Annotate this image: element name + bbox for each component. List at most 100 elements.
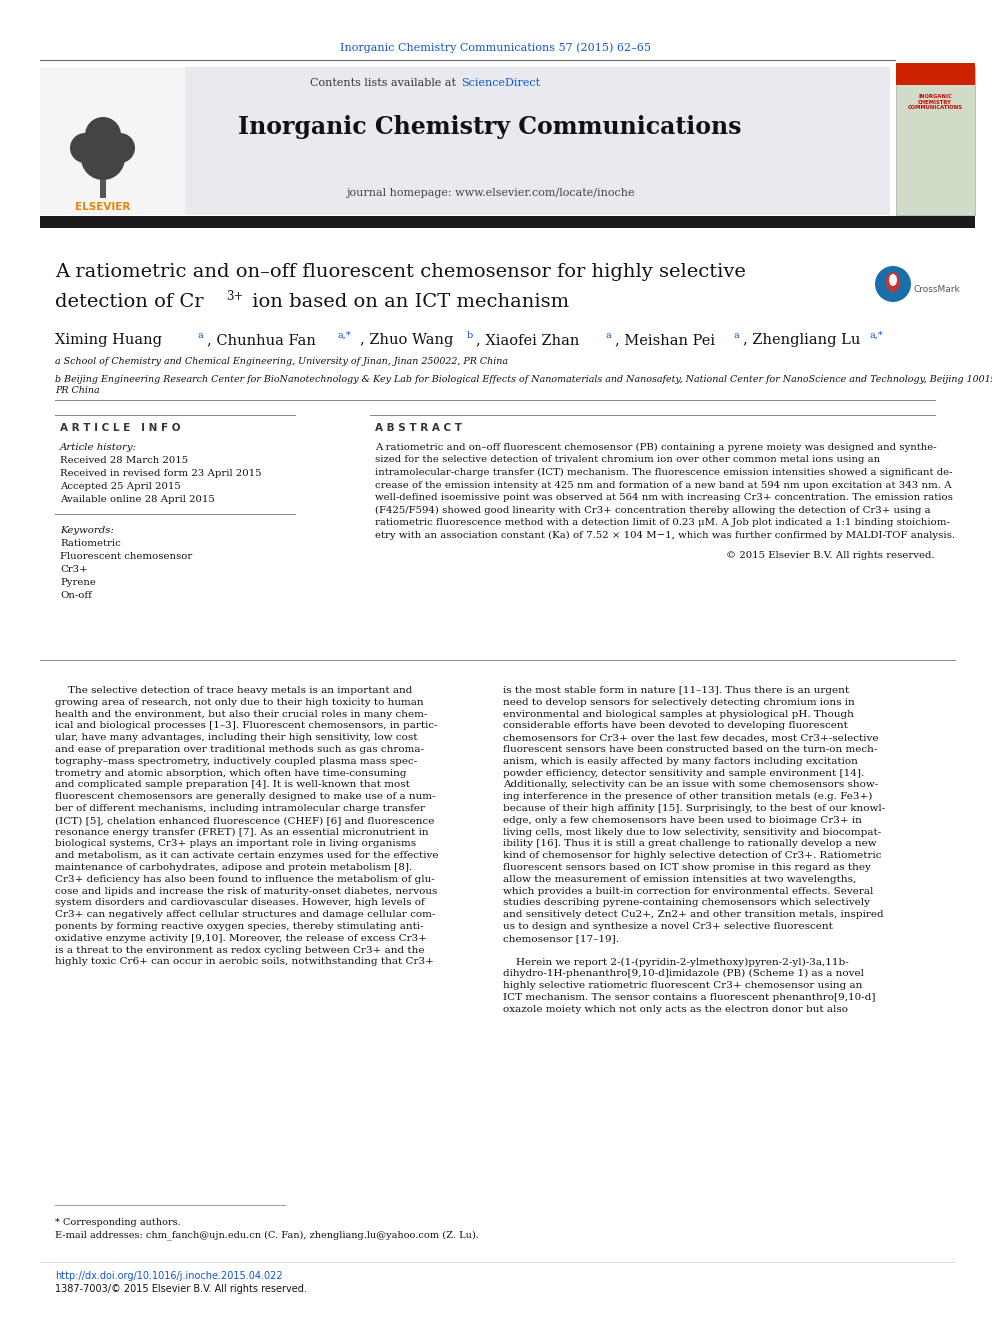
Text: detection of Cr: detection of Cr — [55, 292, 203, 311]
Text: tography–mass spectrometry, inductively coupled plasma mass spec-: tography–mass spectrometry, inductively … — [55, 757, 418, 766]
Text: b Beijing Engineering Research Center for BioNanotechnology & Key Lab for Biolog: b Beijing Engineering Research Center fo… — [55, 374, 992, 384]
Text: A ratiometric and on–off fluorescent chemosensor for highly selective: A ratiometric and on–off fluorescent che… — [55, 263, 746, 280]
Text: ICT mechanism. The sensor contains a fluorescent phenanthro[9,10-d]: ICT mechanism. The sensor contains a flu… — [503, 992, 876, 1002]
Text: © 2015 Elsevier B.V. All rights reserved.: © 2015 Elsevier B.V. All rights reserved… — [726, 550, 935, 560]
Text: Article history:: Article history: — [60, 443, 137, 452]
Circle shape — [81, 136, 125, 180]
Text: Fluorescent chemosensor: Fluorescent chemosensor — [60, 552, 192, 561]
Text: resonance energy transfer (FRET) [7]. As an essential micronutrient in: resonance energy transfer (FRET) [7]. As… — [55, 828, 429, 836]
Text: anism, which is easily affected by many factors including excitation: anism, which is easily affected by many … — [503, 757, 858, 766]
Text: ibility [16]. Thus it is still a great challenge to rationally develop a new: ibility [16]. Thus it is still a great c… — [503, 839, 877, 848]
Text: is a threat to the environment as redox cycling between Cr3+ and the: is a threat to the environment as redox … — [55, 946, 425, 955]
Text: Inorganic Chemistry Communications: Inorganic Chemistry Communications — [238, 115, 742, 139]
Text: ular, have many advantages, including their high sensitivity, low cost: ular, have many advantages, including th… — [55, 733, 418, 742]
Text: highly selective ratiometric fluorescent Cr3+ chemosensor using an: highly selective ratiometric fluorescent… — [503, 980, 862, 990]
Text: Keywords:: Keywords: — [60, 527, 114, 534]
Text: Inorganic Chemistry Communications 57 (2015) 62–65: Inorganic Chemistry Communications 57 (2… — [340, 42, 652, 53]
Text: The selective detection of trace heavy metals is an important and: The selective detection of trace heavy m… — [55, 687, 413, 695]
Text: 1387-7003/© 2015 Elsevier B.V. All rights reserved.: 1387-7003/© 2015 Elsevier B.V. All right… — [55, 1285, 307, 1294]
Text: , Meishan Pei: , Meishan Pei — [615, 333, 715, 347]
Text: and sensitively detect Cu2+, Zn2+ and other transition metals, inspired: and sensitively detect Cu2+, Zn2+ and ot… — [503, 910, 884, 919]
Text: Cr3+: Cr3+ — [60, 565, 87, 574]
Ellipse shape — [889, 274, 897, 286]
Text: allow the measurement of emission intensities at two wavelengths,: allow the measurement of emission intens… — [503, 875, 856, 884]
Text: studies describing pyrene-containing chemosensors which selectively: studies describing pyrene-containing che… — [503, 898, 870, 908]
Text: ponents by forming reactive oxygen species, thereby stimulating anti-: ponents by forming reactive oxygen speci… — [55, 922, 424, 931]
Text: ion based on an ICT mechanism: ion based on an ICT mechanism — [246, 292, 569, 311]
Text: Received in revised form 23 April 2015: Received in revised form 23 April 2015 — [60, 468, 262, 478]
Text: and metabolism, as it can activate certain enzymes used for the effective: and metabolism, as it can activate certa… — [55, 851, 438, 860]
Circle shape — [875, 266, 911, 302]
Text: a School of Chemistry and Chemical Engineering, University of Jinan, Jinan 25002: a School of Chemistry and Chemical Engin… — [55, 357, 508, 366]
Text: highly toxic Cr6+ can occur in aerobic soils, notwithstanding that Cr3+: highly toxic Cr6+ can occur in aerobic s… — [55, 958, 434, 966]
Bar — [40, 216, 975, 228]
Text: fluorescent sensors have been constructed based on the turn-on mech-: fluorescent sensors have been constructe… — [503, 745, 877, 754]
Text: Cr3+ can negatively affect cellular structures and damage cellular com-: Cr3+ can negatively affect cellular stru… — [55, 910, 435, 919]
Text: maintenance of carbohydrates, adipose and protein metabolism [8].: maintenance of carbohydrates, adipose an… — [55, 863, 413, 872]
Text: chemosensor [17–19].: chemosensor [17–19]. — [503, 934, 619, 943]
Text: Pyrene: Pyrene — [60, 578, 96, 587]
Text: fluorescent sensors based on ICT show promise in this regard as they: fluorescent sensors based on ICT show pr… — [503, 863, 871, 872]
Text: a,*: a,* — [338, 331, 352, 340]
Circle shape — [85, 116, 121, 153]
Text: because of their high affinity [15]. Surprisingly, to the best of our knowl-: because of their high affinity [15]. Sur… — [503, 804, 885, 814]
Text: oxazole moiety which not only acts as the electron donor but also: oxazole moiety which not only acts as th… — [503, 1004, 848, 1013]
Bar — [896, 67, 975, 216]
Text: etry with an association constant (Ka) of 7.52 × 104 M−1, which was further conf: etry with an association constant (Ka) o… — [375, 531, 955, 540]
Text: biological systems, Cr3+ plays an important role in living organisms: biological systems, Cr3+ plays an import… — [55, 839, 416, 848]
Text: oxidative enzyme activity [9,10]. Moreover, the release of excess Cr3+: oxidative enzyme activity [9,10]. Moreov… — [55, 934, 427, 943]
Text: kind of chemosensor for highly selective detection of Cr3+. Ratiometric: kind of chemosensor for highly selective… — [503, 851, 882, 860]
Text: powder efficiency, detector sensitivity and sample environment [14].: powder efficiency, detector sensitivity … — [503, 769, 864, 778]
Text: (ICT) [5], chelation enhanced fluorescence (CHEF) [6] and fluorescence: (ICT) [5], chelation enhanced fluorescen… — [55, 816, 434, 824]
Text: environmental and biological samples at physiological pH. Though: environmental and biological samples at … — [503, 709, 854, 718]
Text: 3+: 3+ — [226, 290, 243, 303]
Text: growing area of research, not only due to their high toxicity to human: growing area of research, not only due t… — [55, 697, 424, 706]
Text: intramolecular-charge transfer (ICT) mechanism. The fluorescence emission intens: intramolecular-charge transfer (ICT) mec… — [375, 468, 952, 478]
Text: living cells, most likely due to low selectivity, sensitivity and biocompat-: living cells, most likely due to low sel… — [503, 828, 881, 836]
Text: journal homepage: www.elsevier.com/locate/inoche: journal homepage: www.elsevier.com/locat… — [346, 188, 634, 198]
Text: fluorescent chemosensors are generally designed to make use of a num-: fluorescent chemosensors are generally d… — [55, 792, 435, 802]
Text: edge, only a few chemosensors have been used to bioimage Cr3+ in: edge, only a few chemosensors have been … — [503, 816, 862, 824]
Text: and complicated sample preparation [4]. It is well-known that most: and complicated sample preparation [4]. … — [55, 781, 410, 790]
Text: is the most stable form in nature [11–13]. Thus there is an urgent: is the most stable form in nature [11–13… — [503, 687, 849, 695]
Text: Received 28 March 2015: Received 28 March 2015 — [60, 456, 188, 464]
Text: ratiometric fluorescence method with a detection limit of 0.23 μM. A Job plot in: ratiometric fluorescence method with a d… — [375, 519, 950, 527]
Circle shape — [70, 134, 100, 163]
Text: well-defined isoemissive point was observed at 564 nm with increasing Cr3+ conce: well-defined isoemissive point was obser… — [375, 493, 953, 501]
Text: and ease of preparation over traditional methods such as gas chroma-: and ease of preparation over traditional… — [55, 745, 424, 754]
Text: Cr3+ deficiency has also been found to influence the metabolism of glu-: Cr3+ deficiency has also been found to i… — [55, 875, 434, 884]
Text: , Xiaofei Zhan: , Xiaofei Zhan — [476, 333, 579, 347]
Text: ELSEVIER: ELSEVIER — [75, 202, 131, 212]
Text: which provides a built-in correction for environmental effects. Several: which provides a built-in correction for… — [503, 886, 873, 896]
Text: b: b — [467, 331, 473, 340]
Ellipse shape — [886, 273, 900, 292]
Text: need to develop sensors for selectively detecting chromium ions in: need to develop sensors for selectively … — [503, 697, 855, 706]
Text: ical and biological processes [1–3]. Fluorescent chemosensors, in partic-: ical and biological processes [1–3]. Flu… — [55, 721, 437, 730]
Text: a: a — [606, 331, 612, 340]
Text: (F425/F594) showed good linearity with Cr3+ concentration thereby allowing the d: (F425/F594) showed good linearity with C… — [375, 505, 930, 515]
Text: Ximing Huang: Ximing Huang — [55, 333, 162, 347]
Text: chemosensors for Cr3+ over the last few decades, most Cr3+-selective: chemosensors for Cr3+ over the last few … — [503, 733, 879, 742]
Text: Accepted 25 April 2015: Accepted 25 April 2015 — [60, 482, 181, 491]
Text: crease of the emission intensity at 425 nm and formation of a new band at 594 nm: crease of the emission intensity at 425 … — [375, 480, 951, 490]
Text: CrossMark: CrossMark — [914, 286, 960, 295]
Text: sized for the selective detection of trivalent chromium ion over other common me: sized for the selective detection of tri… — [375, 455, 880, 464]
Text: system disorders and cardiovascular diseases. However, high levels of: system disorders and cardiovascular dise… — [55, 898, 425, 908]
Bar — [896, 64, 975, 85]
Text: A R T I C L E   I N F O: A R T I C L E I N F O — [60, 423, 181, 433]
Bar — [40, 67, 185, 216]
Text: considerable efforts have been devoted to developing fluorescent: considerable efforts have been devoted t… — [503, 721, 848, 730]
Circle shape — [105, 134, 135, 163]
Bar — [100, 168, 106, 198]
Text: Herein we report 2-(1-(pyridin-2-ylmethoxy)pyren-2-yl)-3a,11b-: Herein we report 2-(1-(pyridin-2-ylmetho… — [503, 958, 849, 967]
Text: A B S T R A C T: A B S T R A C T — [375, 423, 462, 433]
Text: * Corresponding authors.: * Corresponding authors. — [55, 1218, 181, 1226]
Text: trometry and atomic absorption, which often have time-consuming: trometry and atomic absorption, which of… — [55, 769, 407, 778]
Text: ing interference in the presence of other transition metals (e.g. Fe3+): ing interference in the presence of othe… — [503, 792, 872, 802]
Text: a,*: a,* — [870, 331, 884, 340]
Text: , Zhuo Wang: , Zhuo Wang — [360, 333, 453, 347]
Text: , Chunhua Fan: , Chunhua Fan — [207, 333, 315, 347]
Text: cose and lipids and increase the risk of maturity-onset diabetes, nervous: cose and lipids and increase the risk of… — [55, 886, 437, 896]
Text: Additionally, selectivity can be an issue with some chemosensors show-: Additionally, selectivity can be an issu… — [503, 781, 878, 790]
Text: Ratiometric: Ratiometric — [60, 538, 121, 548]
